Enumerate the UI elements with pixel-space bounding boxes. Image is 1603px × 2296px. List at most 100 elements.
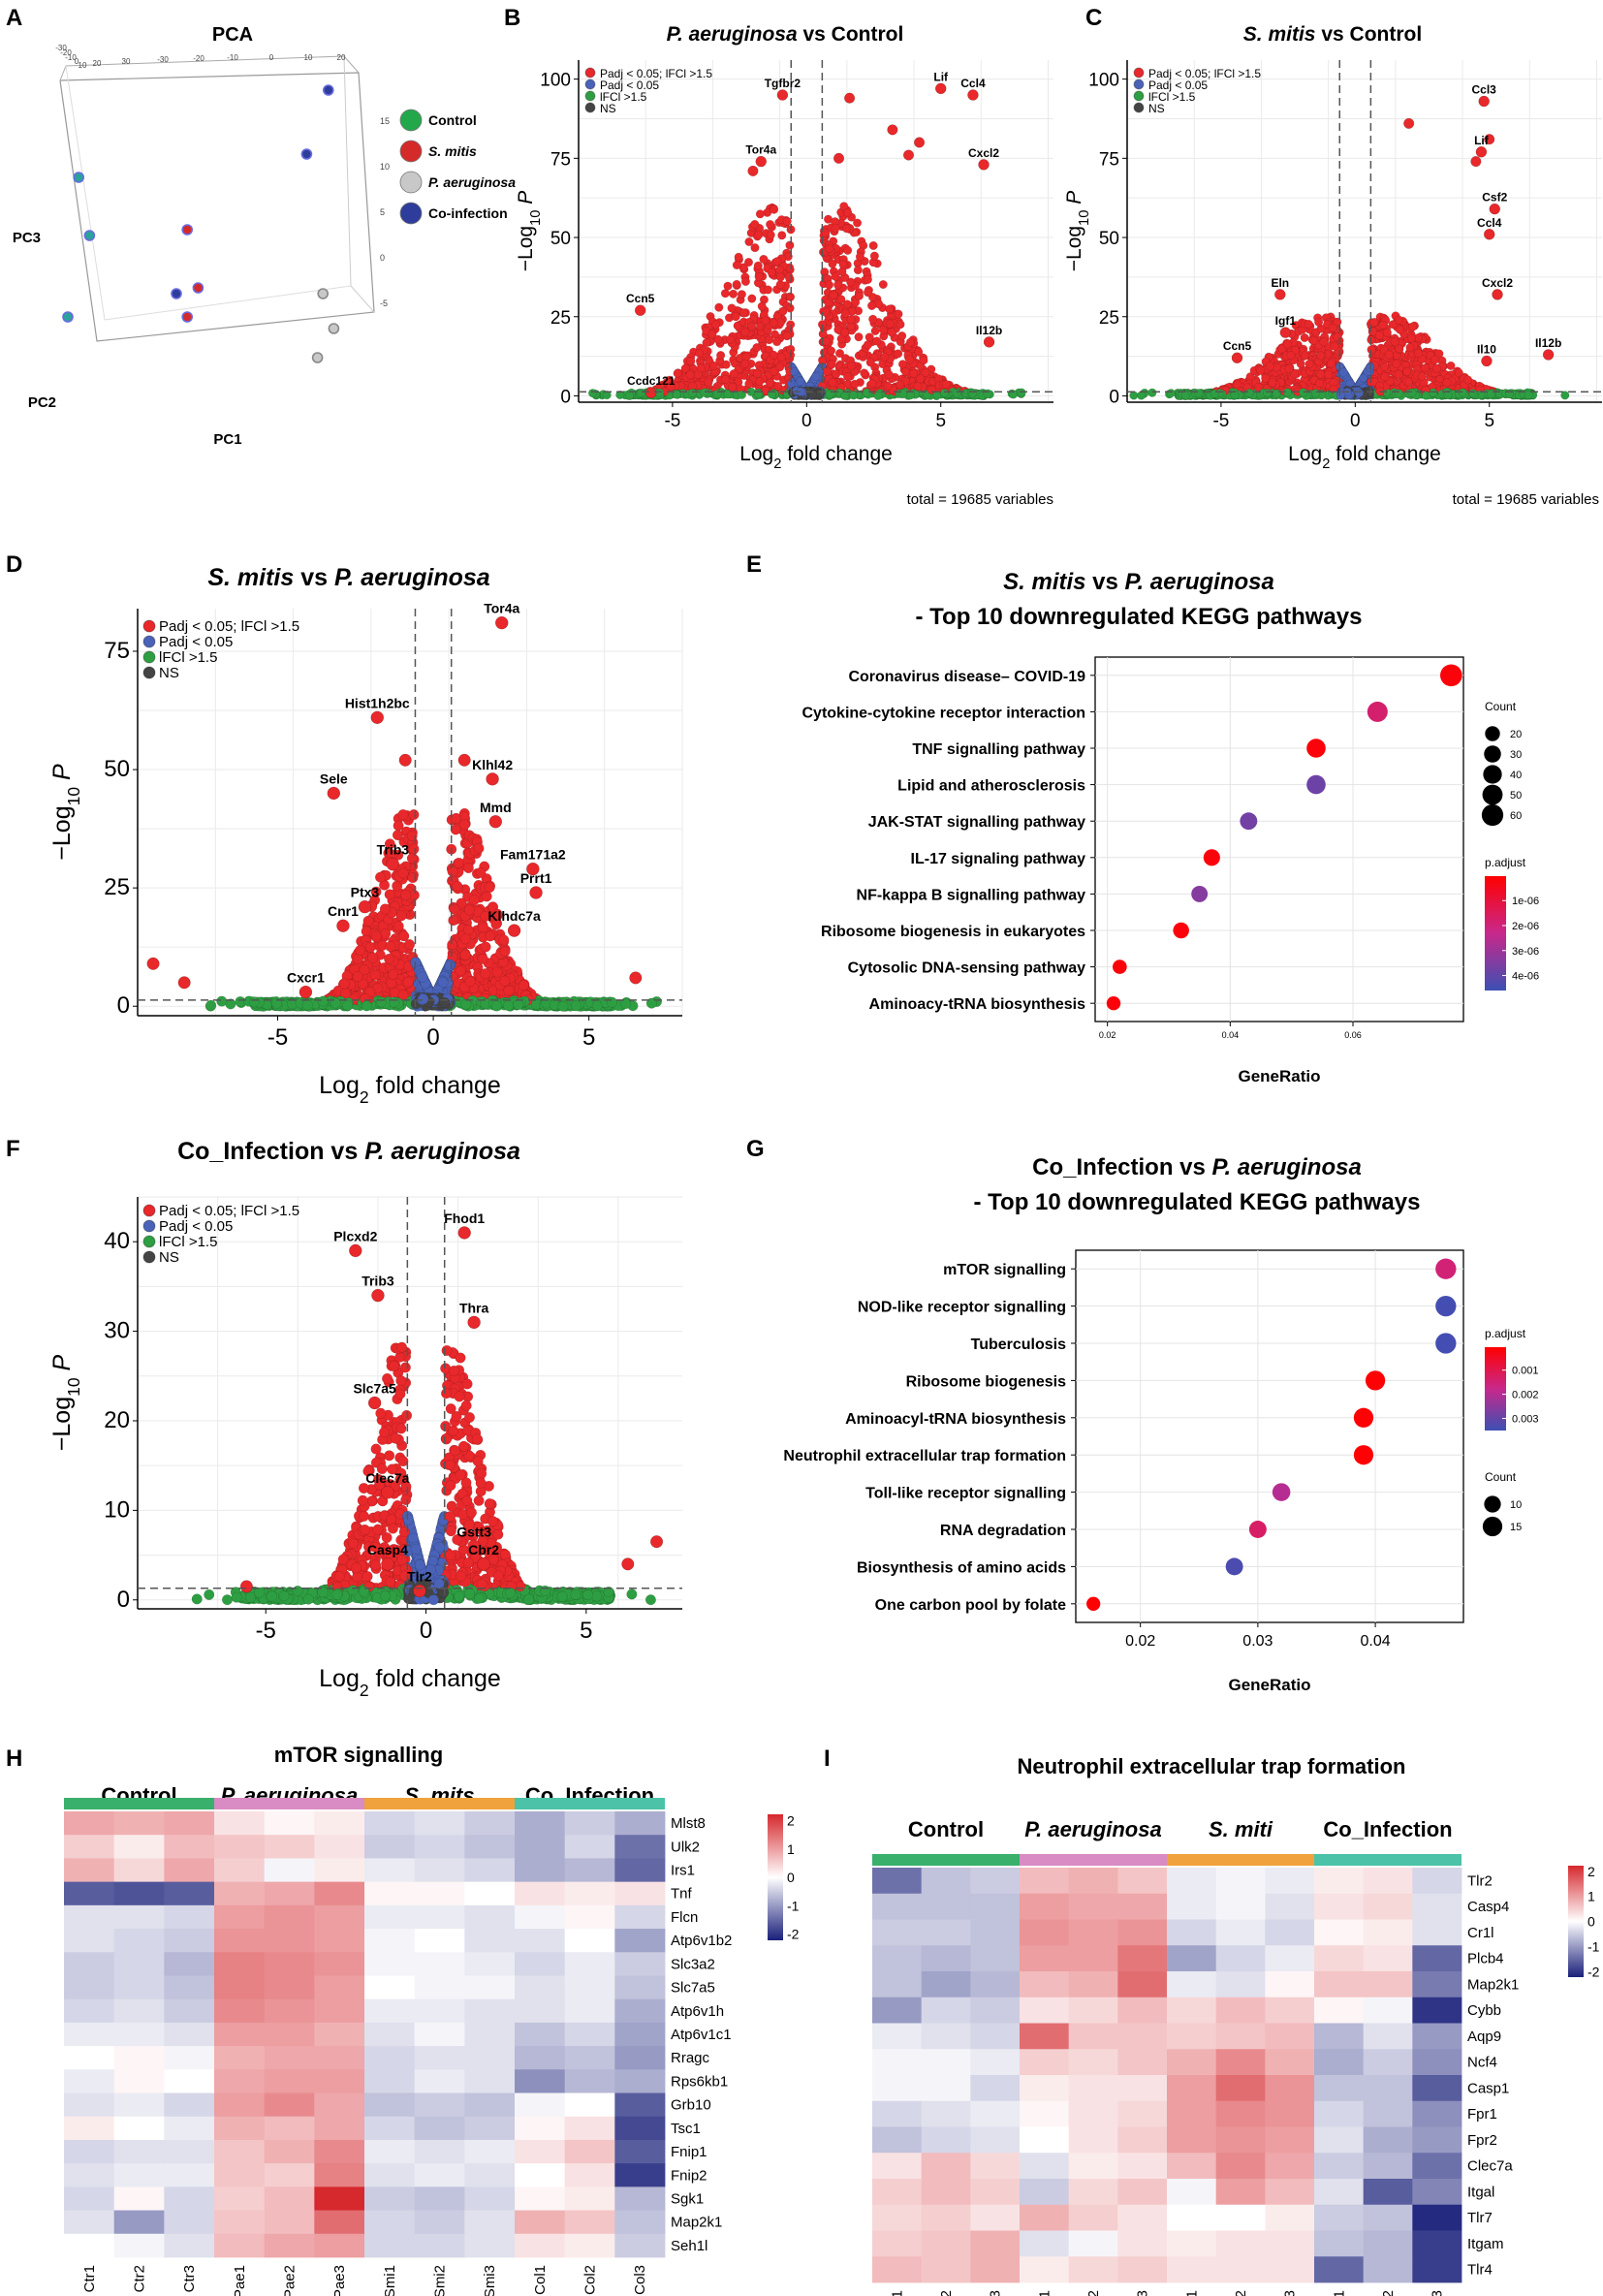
data-point — [775, 280, 785, 290]
data-point — [727, 303, 737, 313]
data-point — [1359, 373, 1368, 383]
data-point — [860, 368, 869, 378]
legend-marker — [399, 109, 423, 132]
data-point — [796, 376, 805, 386]
x-tick-label: 0 — [426, 1024, 439, 1051]
panel-letter-e: E — [746, 551, 762, 578]
panel-letter-c: C — [1085, 5, 1102, 31]
data-point — [1194, 389, 1204, 398]
data-point — [811, 371, 821, 381]
caption: total = 19685 variables — [907, 491, 1053, 508]
data-point — [831, 271, 840, 281]
data-point — [752, 368, 762, 378]
data-point — [770, 204, 779, 214]
panel-letter-h: H — [6, 1746, 22, 1772]
caption: total = 19685 variables — [1453, 491, 1599, 508]
data-point — [1300, 351, 1309, 361]
data-point — [1430, 355, 1440, 364]
legend-label: S. mitis — [428, 143, 477, 159]
data-point — [844, 92, 856, 104]
data-point — [855, 252, 864, 262]
data-point — [1413, 348, 1423, 358]
data-point — [1394, 389, 1403, 398]
highlighted-point — [634, 304, 646, 316]
data-point — [914, 137, 926, 148]
pca-point — [62, 311, 74, 323]
pca-point — [73, 172, 84, 183]
data-point — [782, 331, 792, 341]
data-point — [818, 330, 828, 339]
data-point — [1417, 371, 1427, 381]
data-point — [1463, 375, 1473, 385]
data-point — [734, 252, 743, 262]
data-point — [854, 332, 864, 342]
data-point — [1244, 389, 1254, 398]
data-point — [1338, 367, 1348, 377]
data-point — [854, 291, 864, 300]
data-point — [1380, 372, 1390, 382]
data-point — [763, 285, 772, 295]
data-point — [1300, 332, 1309, 342]
data-point — [829, 290, 838, 299]
data-point — [880, 352, 890, 362]
data-point — [864, 288, 873, 298]
data-point — [739, 308, 749, 318]
data-point — [1405, 343, 1415, 353]
pca-panel: PCA-30-20-100 10 20 30 -30 -20 -10 0 10 20151050-… — [13, 24, 516, 448]
data-point — [761, 316, 770, 326]
y-tick-label: 25 — [104, 874, 130, 900]
highlighted-point — [1274, 289, 1286, 300]
data-point — [732, 279, 741, 289]
data-point — [873, 391, 883, 400]
x-tick-label: -5 — [267, 1024, 288, 1051]
plot-area — [579, 60, 1053, 402]
axis-tick-label: -20 — [193, 54, 204, 63]
highlighted-point — [1231, 352, 1243, 363]
gene-label: Ccl4 — [1477, 216, 1502, 230]
data-point — [853, 218, 863, 228]
data-point — [885, 304, 895, 314]
pca-box — [65, 65, 106, 321]
data-point — [1316, 351, 1326, 361]
gene-label: Il12b — [976, 324, 1002, 337]
gene-label: Il12b — [1535, 336, 1561, 350]
data-point — [902, 149, 915, 161]
data-point — [686, 357, 696, 366]
data-point — [822, 366, 832, 376]
panel-letter-d: D — [6, 551, 22, 578]
highlighted-point — [1483, 229, 1495, 240]
data-point — [711, 320, 721, 330]
x-tick-label: 0 — [802, 411, 812, 431]
y-axis-label: −Log10 P — [1063, 191, 1092, 272]
data-point — [750, 219, 760, 229]
data-point — [744, 236, 754, 246]
data-point — [750, 243, 760, 253]
data-point — [754, 230, 764, 239]
data-point — [1394, 315, 1403, 325]
axis-tick-label: 0 — [380, 253, 385, 263]
data-point — [952, 389, 961, 398]
data-point — [1468, 389, 1478, 398]
legend-marker — [1133, 102, 1145, 113]
data-point — [1403, 377, 1413, 387]
data-point — [772, 337, 782, 347]
data-point — [775, 272, 785, 282]
data-point — [967, 389, 977, 398]
data-point — [1327, 359, 1336, 368]
axis-label: PC2 — [28, 394, 56, 411]
data-point — [878, 280, 888, 290]
gene-label: Ccn5 — [1223, 339, 1252, 353]
data-point — [1324, 369, 1334, 379]
pca-point — [83, 230, 96, 241]
axis-tick-label: -10 — [65, 53, 77, 62]
data-point — [1129, 391, 1139, 400]
data-point — [1328, 323, 1337, 332]
axis-tick-label: 10 — [79, 61, 87, 70]
data-point — [1390, 337, 1399, 347]
data-point — [714, 302, 724, 312]
data-point — [773, 381, 783, 391]
data-point — [872, 336, 882, 346]
data-point — [1314, 317, 1324, 327]
data-point — [1286, 351, 1296, 361]
